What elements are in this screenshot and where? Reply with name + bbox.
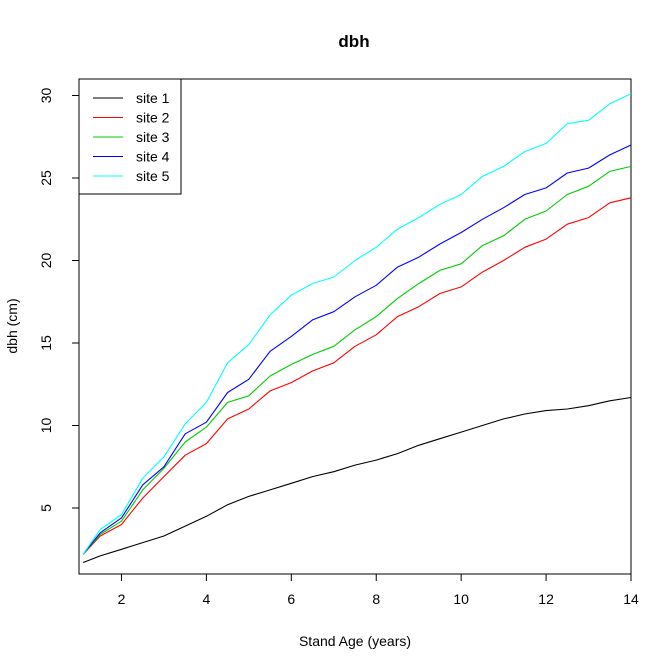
y-axis-label: dbh (cm)	[4, 298, 20, 353]
series-line-2	[82, 197, 632, 555]
x-tick-label: 12	[538, 591, 554, 607]
x-tick-label: 8	[372, 591, 380, 607]
x-axis: 2 4 6 8 10 12 14	[118, 573, 639, 607]
y-tick-label: 5	[38, 504, 54, 512]
series-line-1	[83, 396, 632, 564]
y-tick-label: 30	[38, 88, 54, 104]
x-axis-label: Stand Age (years)	[299, 633, 411, 649]
series-layer	[82, 93, 632, 564]
x-tick-label: 6	[287, 591, 295, 607]
legend-label-1: site 1	[136, 90, 170, 106]
series-line-3	[82, 165, 632, 555]
legend-label-3: site 3	[136, 129, 170, 145]
y-axis: 5 10 15 20 25 30	[38, 88, 80, 512]
y-tick-label: 15	[38, 335, 54, 351]
legend: site 1 site 2 site 3 site 4 site 5	[78, 78, 182, 195]
x-tick-label: 4	[202, 591, 210, 607]
series-line-4	[82, 144, 632, 555]
legend-label-5: site 5	[136, 168, 170, 184]
x-tick-label: 10	[453, 591, 469, 607]
chart-title: dbh	[338, 32, 369, 51]
legend-label-2: site 2	[136, 110, 170, 126]
series-line-5	[82, 93, 632, 555]
x-tick-label: 2	[118, 591, 126, 607]
legend-label-4: site 4	[136, 149, 170, 165]
y-tick-label: 10	[38, 418, 54, 434]
x-tick-label: 14	[623, 591, 639, 607]
y-tick-label: 25	[38, 170, 54, 186]
y-tick-label: 20	[38, 253, 54, 269]
